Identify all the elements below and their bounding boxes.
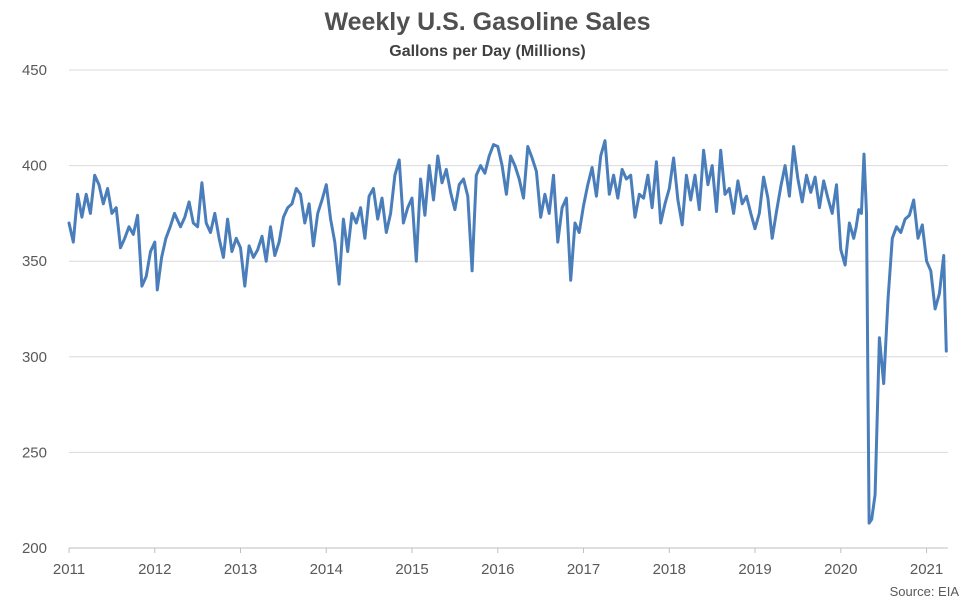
x-tick-label-2015: 2015: [395, 561, 428, 578]
y-tick-label-350: 350: [22, 253, 47, 270]
gridlines: [69, 69, 948, 453]
x-tick-label-2011: 2011: [53, 561, 85, 578]
x-tick-label-2012: 2012: [138, 561, 171, 578]
y-tick-label-450: 450: [22, 62, 47, 79]
x-tick-label-2013: 2013: [224, 561, 257, 578]
series-layer: [67, 139, 948, 525]
series-line-0: [67, 139, 948, 525]
y-tick-label-200: 200: [22, 540, 47, 557]
source-note: Source: EIA: [889, 584, 959, 599]
chart-subtitle: Gallons per Day (Millions): [389, 43, 586, 60]
x-axis: 2011 2012 2013 2014 2015 2016 2017 2018 2019 2020…: [53, 547, 948, 578]
x-tick-label-2014: 2014: [310, 561, 343, 578]
x-tick-label-2021: 2021: [910, 561, 943, 578]
x-tick-label-2019: 2019: [738, 561, 771, 578]
x-tick-label-2016: 2016: [481, 561, 514, 578]
chart-title: Weekly U.S. Gasoline Sales: [324, 8, 651, 36]
y-axis-tick-labels: 200 250 300 350 400 450: [22, 62, 47, 557]
x-tick-label-2018: 2018: [653, 561, 686, 578]
y-tick-label-300: 300: [22, 349, 47, 366]
x-tick-label-2017: 2017: [567, 561, 600, 578]
y-tick-label-250: 250: [22, 444, 47, 461]
y-tick-label-400: 400: [22, 158, 47, 175]
x-tick-label-2020: 2020: [824, 561, 857, 578]
